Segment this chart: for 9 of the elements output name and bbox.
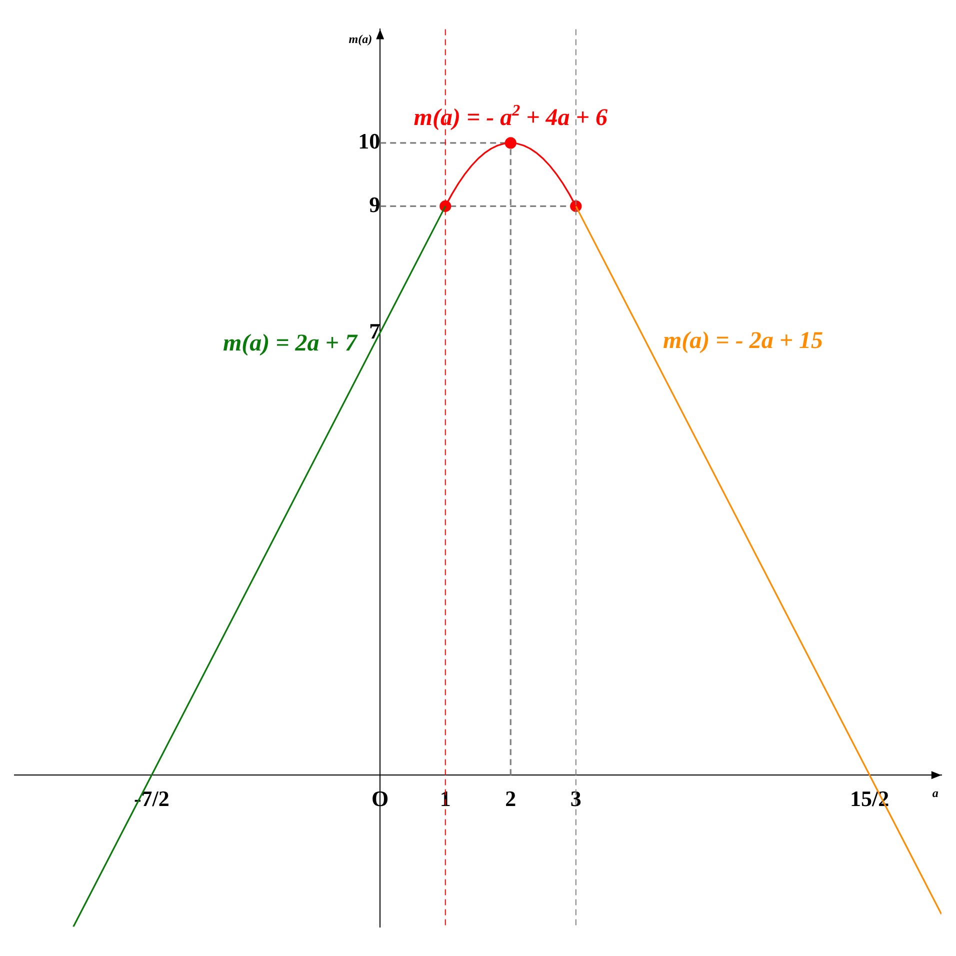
x-tick-label: 2 xyxy=(505,786,516,811)
y-axis-title: m(a) xyxy=(348,32,372,46)
y-tick-label: 7 xyxy=(369,318,380,344)
x-axis-title: a xyxy=(932,786,938,800)
series-label: m(a) = 2a + 7 xyxy=(222,330,358,356)
series-label: m(a) = - 2a + 15 xyxy=(663,328,823,354)
x-tick-label: 3 xyxy=(570,786,582,811)
y-tick-label: 9 xyxy=(369,192,380,217)
y-tick-label: 10 xyxy=(358,128,380,154)
